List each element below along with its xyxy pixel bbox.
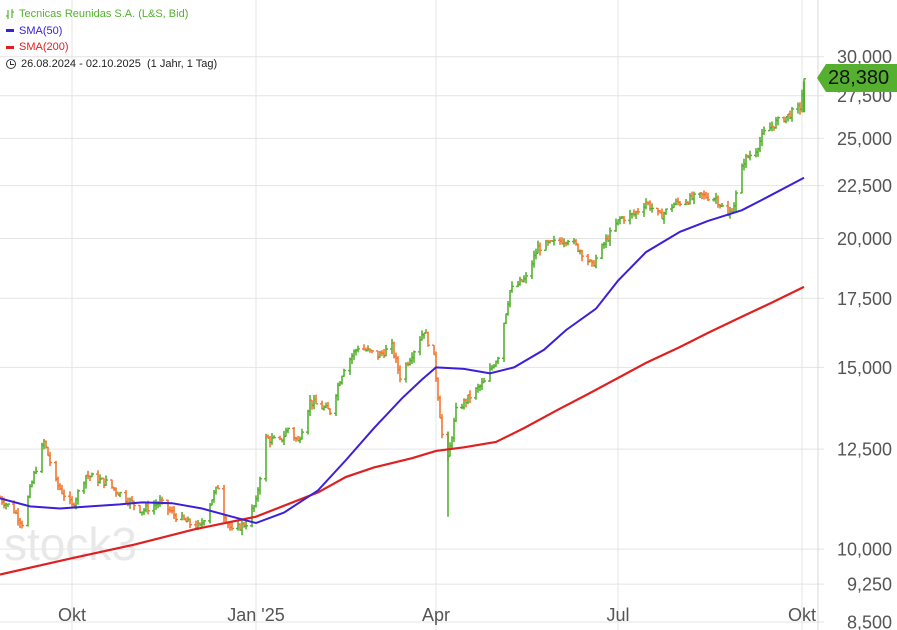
x-axis: Okt Jan '25 Apr Jul Okt (58, 605, 816, 625)
legend-sma50[interactable]: SMA(50) (6, 23, 217, 40)
price-bar (412, 350, 416, 363)
price-bar (300, 428, 304, 440)
price-bar (174, 513, 178, 522)
legend-range[interactable]: 26.08.2024 - 02.10.2025 (1 Jahr, 1 Tag) (6, 56, 217, 73)
price-bar (398, 365, 402, 383)
price-bar (188, 518, 192, 529)
price-bars (0, 78, 806, 536)
price-bar (356, 345, 360, 353)
price-bar (342, 368, 346, 378)
price-bar (264, 433, 268, 482)
sma200-line (0, 285, 805, 576)
sma50-swatch (6, 29, 14, 33)
legend-sma50-label: SMA(50) (19, 24, 63, 37)
price-bar (496, 356, 500, 365)
price-bar (370, 349, 374, 354)
clock-icon (6, 58, 16, 69)
price-bar (524, 272, 528, 284)
stock3-watermark: stock3 (4, 518, 137, 570)
price-bar (48, 451, 52, 467)
price-bar (384, 344, 388, 357)
chart-legend: Tecnicas Reunidas S.A. (L&S, Bid) SMA(50… (6, 6, 217, 72)
y-tick-label: 17,500 (837, 289, 892, 309)
price-bar (208, 502, 212, 524)
legend-sma200[interactable]: SMA(200) (6, 39, 217, 56)
price-bar (20, 520, 24, 529)
price-bar (426, 331, 430, 347)
price-bar (482, 377, 486, 384)
price-bar (76, 489, 80, 505)
price-bar (328, 408, 332, 416)
price-bar (650, 203, 654, 213)
x-tick-label: Okt (788, 605, 816, 625)
price-bar (790, 107, 794, 122)
price-bar (664, 208, 668, 215)
price-bar (202, 519, 206, 526)
y-tick-label: 9,250 (847, 575, 892, 595)
chart-grid (0, 0, 824, 630)
price-bar (244, 520, 248, 530)
last-price-tag: 28,380 (817, 64, 897, 92)
price-bar (776, 116, 780, 126)
y-tick-label: 8,500 (847, 613, 892, 630)
price-bar (34, 466, 38, 475)
price-bar (454, 402, 458, 423)
price-bar (706, 192, 710, 202)
price-bar (230, 522, 234, 531)
y-tick-label: 20,000 (837, 229, 892, 249)
y-tick-label: 22,500 (837, 176, 892, 196)
price-bar (678, 201, 682, 207)
price-bar (692, 191, 696, 205)
x-tick-label: Apr (422, 605, 450, 625)
legend-sma200-label: SMA(200) (19, 41, 69, 53)
ohlc-bars-icon (6, 8, 14, 20)
last-price-value: 28,380 (826, 64, 897, 92)
x-tick-label: Okt (58, 605, 86, 625)
legend-instrument[interactable]: Tecnicas Reunidas S.A. (L&S, Bid) (6, 6, 217, 23)
x-tick-label: Jan '25 (227, 605, 284, 625)
legend-instrument-label: Tecnicas Reunidas S.A. (L&S, Bid) (19, 8, 189, 20)
price-tag-arrow (817, 64, 826, 92)
x-tick-label: Jul (606, 605, 629, 625)
price-bar (622, 215, 626, 224)
price-bar (62, 489, 66, 501)
price-bar (608, 227, 612, 246)
price-bar (286, 427, 290, 434)
price-bar (468, 390, 472, 404)
price-bar (258, 476, 262, 495)
price-bar (440, 414, 444, 439)
price-bar (734, 190, 738, 212)
price-bar (552, 235, 556, 246)
price-bar (580, 249, 584, 262)
price-bar (566, 239, 570, 246)
y-tick-label: 12,500 (837, 440, 892, 460)
price-bar (510, 281, 514, 293)
price-bar (538, 242, 542, 256)
y-tick-label: 15,000 (837, 358, 892, 378)
price-bar (90, 472, 94, 478)
price-bar (104, 475, 108, 487)
price-bar (502, 322, 506, 363)
price-bar (118, 491, 122, 498)
price-bar (314, 394, 318, 405)
legend-range-label: 26.08.2024 - 02.10.2025 (1 Jahr, 1 Tag) (21, 57, 218, 70)
price-bar (594, 254, 598, 269)
price-bar (762, 126, 766, 135)
y-axis: 30,00027,50025,00022,50020,00017,50015,0… (817, 0, 892, 630)
y-tick-label: 10,000 (837, 540, 892, 560)
price-bar (720, 203, 724, 207)
price-bar (216, 485, 220, 490)
sma200-swatch (6, 45, 14, 49)
price-bar (748, 150, 752, 161)
y-tick-label: 25,000 (837, 129, 892, 149)
price-bar (6, 503, 10, 507)
price-bar (636, 208, 640, 215)
sma50-line (0, 176, 805, 525)
y-tick-label: 30,000 (837, 47, 892, 67)
price-bar (272, 435, 276, 439)
